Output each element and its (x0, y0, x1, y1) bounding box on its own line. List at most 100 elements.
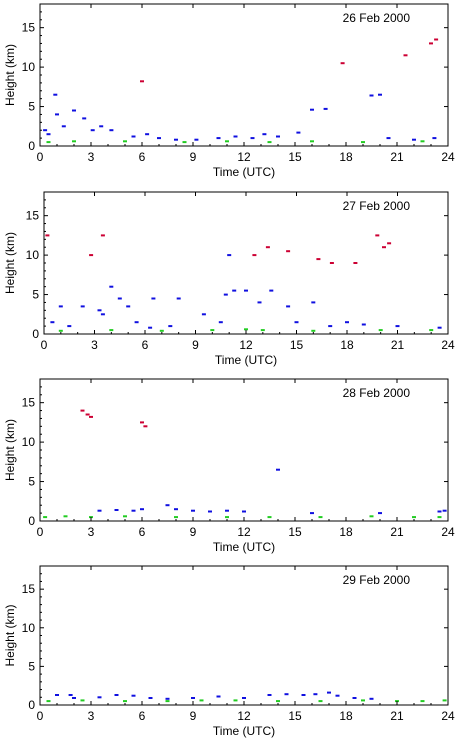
data-point (242, 697, 246, 699)
data-point (131, 509, 136, 512)
x-tick-label: 15 (288, 525, 302, 539)
x-tick-label: 9 (190, 150, 197, 164)
x-tick-label: 9 (190, 525, 197, 539)
x-tick-label: 24 (441, 338, 455, 352)
data-point (97, 696, 102, 699)
data-point (353, 262, 358, 264)
x-axis-label: Time (UTC) (213, 165, 275, 179)
panel-1: 0 3 6 9 12 15 18 21 24 0 5 10 15 26 Feb 2000 Time (UTC… (3, 3, 455, 179)
data-point (265, 246, 270, 249)
data-point (311, 301, 316, 304)
y-tick-label: 15 (26, 209, 40, 223)
x-tick-label: 21 (390, 150, 404, 164)
panel-date: 28 Feb 2000 (343, 386, 411, 400)
data-point (89, 254, 94, 257)
data-point (310, 140, 314, 143)
data-point (131, 694, 136, 697)
y-axis-label: Height (km) (3, 419, 17, 481)
data-point (323, 107, 328, 110)
data-point (429, 329, 434, 332)
data-point (437, 510, 442, 513)
data-point (176, 297, 181, 300)
data-point (67, 325, 72, 328)
data-point (72, 109, 76, 112)
data-point (301, 694, 306, 696)
x-tick-label: 9 (190, 709, 197, 723)
data-point (165, 697, 170, 700)
data-point (269, 289, 274, 292)
data-point (89, 415, 93, 418)
data-point (345, 321, 349, 324)
data-point (109, 285, 114, 288)
data-point (437, 326, 442, 329)
data-point (382, 246, 386, 249)
data-point (318, 516, 323, 519)
x-tick-label: 3 (88, 525, 95, 539)
data-point (80, 699, 85, 702)
data-point (100, 313, 105, 316)
y-tick-label: 10 (22, 60, 36, 74)
panel-3: 0 3 6 9 12 15 18 21 24 0 5 10 15 28 Feb 2000 Time (UTC… (3, 378, 455, 554)
x-tick-label: 12 (237, 525, 251, 539)
x-tick-label: 24 (441, 525, 455, 539)
data-point (329, 262, 334, 264)
data-point (437, 516, 442, 519)
data-point (45, 234, 50, 237)
y-axis-label: Height (km) (3, 232, 17, 294)
data-point (53, 93, 58, 96)
data-point (80, 305, 85, 308)
data-point (90, 129, 95, 132)
data-point (117, 297, 122, 300)
data-point (58, 329, 63, 332)
data-point (294, 321, 299, 324)
y-tick-label: 5 (28, 659, 35, 673)
data-point (165, 700, 170, 703)
panel-date: 26 Feb 2000 (343, 11, 411, 25)
y-tick-label: 15 (22, 582, 36, 596)
data-point (225, 509, 229, 512)
x-tick-label: 6 (139, 150, 146, 164)
y-tick-label: 0 (28, 514, 35, 528)
data-point (250, 137, 255, 140)
data-point (174, 138, 178, 141)
data-point (318, 700, 323, 703)
y-tick-label: 5 (28, 475, 35, 489)
data-point (72, 697, 76, 699)
data-point (225, 140, 229, 143)
data-point (97, 309, 102, 312)
data-point (286, 250, 291, 253)
data-point (114, 694, 119, 696)
data-point (126, 305, 131, 308)
data-point (199, 699, 204, 702)
data-point (168, 325, 173, 328)
data-point (284, 693, 289, 696)
data-point (140, 421, 144, 424)
data-point (352, 697, 357, 699)
data-point (387, 242, 392, 245)
data-point (85, 413, 90, 416)
data-point (46, 700, 51, 703)
data-point (46, 141, 51, 144)
data-point (68, 694, 73, 696)
data-point (327, 691, 331, 694)
data-point (244, 328, 248, 331)
data-point (55, 113, 59, 116)
data-point (194, 138, 199, 141)
data-point (386, 137, 391, 140)
y-tick-label: 0 (28, 139, 35, 153)
data-point (310, 108, 314, 111)
x-tick-label: 24 (441, 150, 455, 164)
data-point (99, 125, 104, 128)
data-point (395, 325, 400, 328)
data-point (340, 62, 345, 65)
data-point (140, 508, 144, 511)
data-point (233, 135, 238, 138)
x-tick-label: 0 (37, 709, 44, 723)
y-tick-label: 10 (22, 621, 36, 635)
x-tick-label: 21 (390, 525, 404, 539)
data-point (403, 54, 408, 57)
data-point (442, 699, 447, 702)
data-point (174, 516, 178, 519)
data-point (276, 135, 280, 138)
x-tick-label: 18 (339, 709, 353, 723)
